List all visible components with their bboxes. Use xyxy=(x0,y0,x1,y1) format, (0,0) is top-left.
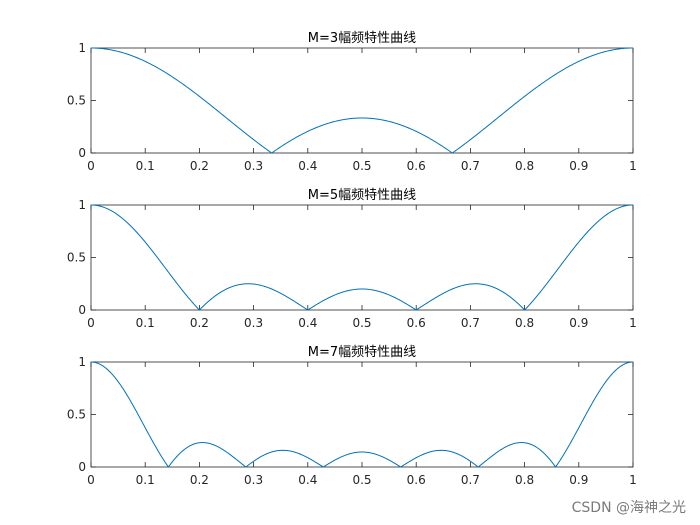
x-tick-label: 0.5 xyxy=(352,159,371,173)
y-tick-label: 1 xyxy=(78,41,86,55)
x-tick-label: 0.1 xyxy=(136,473,155,487)
x-tick-label: 0.3 xyxy=(244,473,263,487)
y-tick-label: 0 xyxy=(78,460,86,474)
y-tick-label: 0 xyxy=(78,146,86,160)
series-line-2 xyxy=(90,204,634,311)
x-tick-label: 0.3 xyxy=(244,159,263,173)
x-tick-label: 0.7 xyxy=(461,159,480,173)
x-tick-label: 0.1 xyxy=(136,316,155,330)
x-tick-label: 0.4 xyxy=(298,159,317,173)
y-tick-label: 0.5 xyxy=(67,408,86,422)
x-tick-label: 1 xyxy=(629,316,637,330)
x-tick-label: 0.3 xyxy=(244,316,263,330)
y-tick-label: 0 xyxy=(78,303,86,317)
x-tick-label: 0.9 xyxy=(569,473,588,487)
x-tick-label: 0.9 xyxy=(569,159,588,173)
series-line-3 xyxy=(90,361,634,468)
x-tick-label: 1 xyxy=(629,473,637,487)
y-tick-label: 0.5 xyxy=(67,251,86,265)
x-tick-label: 0.9 xyxy=(569,316,588,330)
chart-title-2: M=5幅频特性曲线 xyxy=(308,188,416,203)
x-tick-label: 0.8 xyxy=(515,316,534,330)
y-tick-label: 0.5 xyxy=(67,94,86,108)
axes-box-2 xyxy=(90,204,634,311)
x-tick-label: 0 xyxy=(87,159,95,173)
chart-title-1: M=3幅频特性曲线 xyxy=(308,31,416,46)
x-tick-label: 1 xyxy=(629,159,637,173)
x-tick-label: 0.4 xyxy=(298,473,317,487)
x-tick-label: 0.5 xyxy=(352,316,371,330)
x-tick-label: 0.6 xyxy=(407,316,426,330)
x-tick-label: 0.7 xyxy=(461,316,480,330)
axes-box-1 xyxy=(90,47,634,154)
series-line-1 xyxy=(91,47,633,154)
x-tick-label: 0.2 xyxy=(190,316,209,330)
x-tick-label: 0.6 xyxy=(407,473,426,487)
x-tick-label: 0.4 xyxy=(298,316,317,330)
x-tick-label: 0.7 xyxy=(461,473,480,487)
x-tick-label: 0.6 xyxy=(407,159,426,173)
x-tick-label: 0.2 xyxy=(190,159,209,173)
y-tick-label: 1 xyxy=(78,198,86,212)
axes-box-3 xyxy=(90,361,634,468)
x-tick-label: 0.8 xyxy=(515,159,534,173)
chart-title-3: M=7幅频特性曲线 xyxy=(308,345,416,360)
y-tick-label: 1 xyxy=(78,355,86,369)
x-tick-label: 0 xyxy=(87,473,95,487)
x-tick-label: 0 xyxy=(87,316,95,330)
x-tick-label: 0.8 xyxy=(515,473,534,487)
x-tick-label: 0.1 xyxy=(136,159,155,173)
watermark: CSDN @海神之光 xyxy=(571,500,686,516)
x-tick-label: 0.5 xyxy=(352,473,371,487)
x-tick-label: 0.2 xyxy=(190,473,209,487)
